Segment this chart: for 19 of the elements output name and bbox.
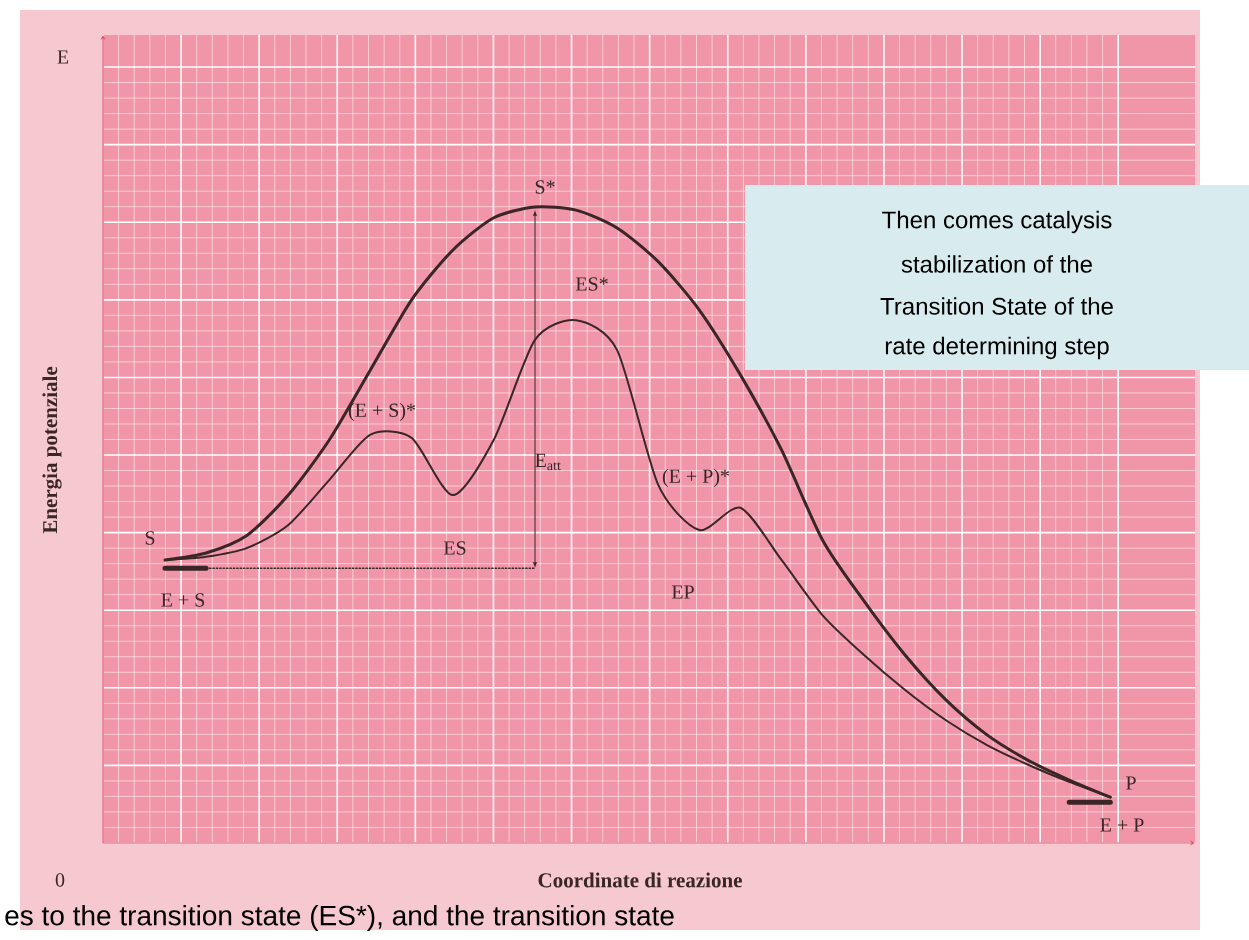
annotation: S: [145, 531, 155, 545]
y-axis-title: Energia potenziale: [42, 366, 62, 534]
text: E: [57, 50, 69, 64]
text: 0: [55, 873, 65, 887]
annotation: E + S: [161, 593, 205, 607]
annotation: rate determining step: [885, 336, 1109, 360]
annotation: ES*: [575, 277, 608, 291]
text: es to the transition state (ES*), and the transition state: [5, 904, 674, 932]
annotation: Then comes catalysis: [882, 210, 1112, 234]
annotation: E$_{att}$: [535, 453, 561, 471]
annotation: Transition State of the: [880, 297, 1113, 315]
annotation: stabilization of the: [901, 255, 1092, 273]
annotation: EP: [671, 585, 694, 599]
annotation: (E + S)*: [348, 402, 416, 422]
x-axis-title: Coordinate di reazione: [538, 872, 742, 888]
annotation: ES: [443, 541, 466, 555]
annotation: E + P: [1100, 818, 1144, 832]
text: S*: [535, 180, 555, 194]
annotation: P: [1126, 776, 1136, 790]
